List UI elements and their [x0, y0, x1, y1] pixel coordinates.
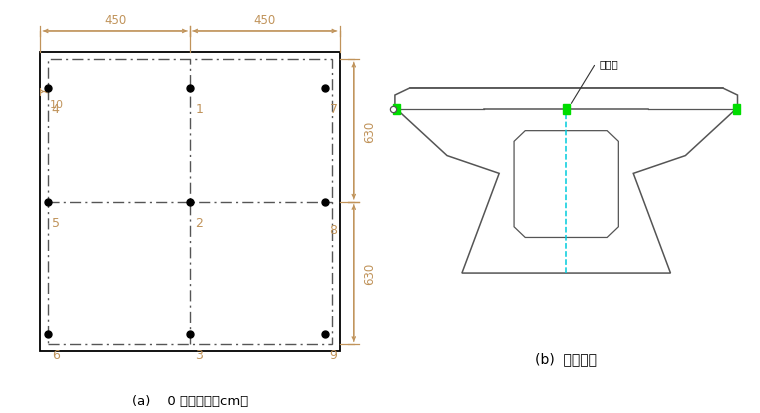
Polygon shape	[514, 131, 619, 238]
Text: 630: 630	[363, 120, 375, 142]
Text: 2: 2	[195, 216, 203, 230]
Text: 1: 1	[195, 103, 203, 116]
Text: (a)    0 号块单位：cm）: (a) 0 号块单位：cm）	[132, 394, 248, 407]
Text: (b)  支点断面: (b) 支点断面	[535, 352, 597, 366]
Bar	[563, 105, 569, 115]
Text: 9: 9	[330, 348, 337, 361]
Text: 标高点: 标高点	[600, 59, 619, 69]
Text: 8: 8	[330, 224, 337, 237]
Text: 10: 10	[49, 100, 63, 109]
Text: 450: 450	[254, 14, 276, 26]
Bar	[733, 105, 739, 115]
Text: 5: 5	[52, 216, 60, 230]
Text: 3: 3	[195, 348, 203, 361]
Text: 6: 6	[52, 348, 60, 361]
Polygon shape	[395, 89, 737, 273]
Text: 7: 7	[330, 103, 337, 116]
Text: 4: 4	[52, 103, 60, 116]
Bar	[393, 105, 400, 115]
Text: 630: 630	[363, 262, 375, 285]
Text: 450: 450	[104, 14, 126, 26]
